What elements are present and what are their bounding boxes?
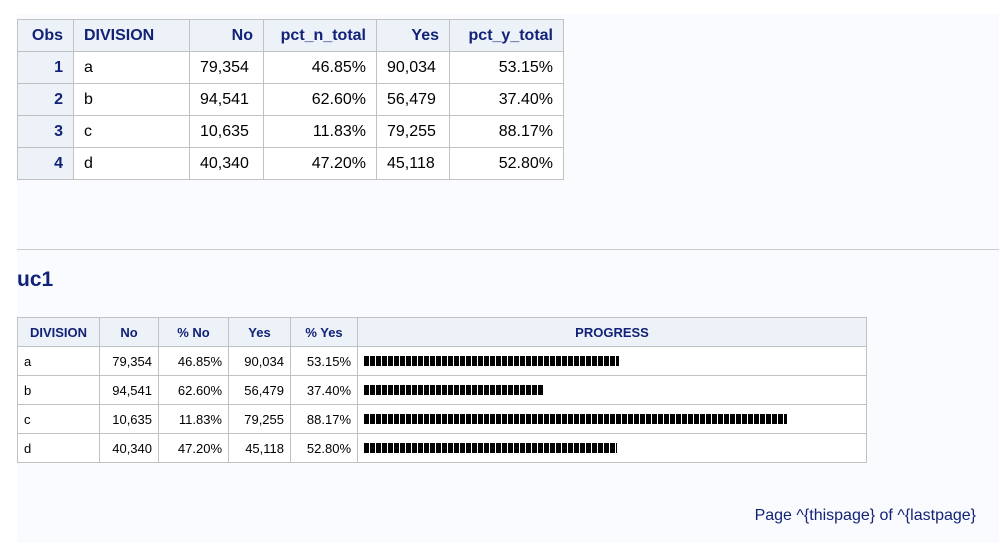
col-header-yes: Yes (228, 317, 291, 347)
col-header-obs: Obs (17, 19, 74, 52)
progress-bar (364, 414, 787, 424)
col-header-no: No (189, 19, 264, 52)
col-header-progress: PROGRESS (357, 317, 867, 347)
cell-yes: 45,118 (376, 147, 450, 180)
cell-pct-no: 62.60% (158, 375, 229, 405)
table-row: b 94,541 62.60% 56,479 37.40% (17, 375, 867, 405)
col-header-pct-n-total: pct_n_total (263, 19, 377, 52)
table-row: 2 b 94,541 62.60% 56,479 37.40% (17, 83, 564, 116)
progress-bar-track (364, 414, 844, 424)
table-row: 3 c 10,635 11.83% 79,255 88.17% (17, 115, 564, 148)
cell-pct-yes: 53.15% (290, 346, 358, 376)
cell-pct-n-total: 11.83% (263, 115, 377, 148)
cell-pct-y-total: 37.40% (449, 83, 564, 116)
progress-table: DIVISION No % No Yes % Yes PROGRESS a 79… (17, 317, 867, 463)
table-header-row: DIVISION No % No Yes % Yes PROGRESS (17, 317, 867, 347)
col-header-yes: Yes (376, 19, 450, 52)
cell-division: c (17, 404, 100, 434)
cell-pct-y-total: 88.17% (449, 115, 564, 148)
progress-bar (364, 443, 617, 453)
cell-progress (357, 433, 867, 463)
table-row: 4 d 40,340 47.20% 45,118 52.80% (17, 147, 564, 180)
progress-bar (364, 385, 544, 395)
cell-no: 40,340 (189, 147, 264, 180)
obs-table: Obs DIVISION No pct_n_total Yes pct_y_to… (17, 19, 564, 180)
progress-bar-track (364, 356, 844, 366)
cell-yes: 79,255 (228, 404, 291, 434)
cell-pct-no: 47.20% (158, 433, 229, 463)
cell-division: a (73, 51, 190, 84)
cell-pct-no: 46.85% (158, 346, 229, 376)
cell-progress (357, 404, 867, 434)
cell-no: 40,340 (99, 433, 159, 463)
cell-pct-yes: 37.40% (290, 375, 358, 405)
report-title: uc1 (17, 268, 54, 291)
col-header-pct-y-total: pct_y_total (449, 19, 564, 52)
cell-progress (357, 346, 867, 376)
cell-no: 94,541 (189, 83, 264, 116)
col-header-pct-yes: % Yes (290, 317, 358, 347)
table-row: a 79,354 46.85% 90,034 53.15% (17, 346, 867, 376)
table-row: c 10,635 11.83% 79,255 88.17% (17, 404, 867, 434)
cell-obs: 1 (17, 51, 74, 84)
cell-pct-no: 11.83% (158, 404, 229, 434)
cell-division: b (17, 375, 100, 405)
cell-pct-yes: 52.80% (290, 433, 358, 463)
cell-no: 79,354 (189, 51, 264, 84)
table-row: d 40,340 47.20% 45,118 52.80% (17, 433, 867, 463)
cell-no: 10,635 (99, 404, 159, 434)
page-footer: Page ^{thispage} of ^{lastpage} (754, 507, 976, 524)
cell-pct-n-total: 47.20% (263, 147, 377, 180)
cell-obs: 2 (17, 83, 74, 116)
col-header-pct-no: % No (158, 317, 229, 347)
cell-progress (357, 375, 867, 405)
progress-bar (364, 356, 619, 366)
table-row: 1 a 79,354 46.85% 90,034 53.15% (17, 51, 564, 84)
cell-pct-n-total: 46.85% (263, 51, 377, 84)
cell-yes: 90,034 (228, 346, 291, 376)
cell-obs: 3 (17, 115, 74, 148)
col-header-division: DIVISION (73, 19, 190, 52)
cell-yes: 56,479 (376, 83, 450, 116)
cell-obs: 4 (17, 147, 74, 180)
cell-yes: 56,479 (228, 375, 291, 405)
cell-pct-n-total: 62.60% (263, 83, 377, 116)
section-divider (17, 249, 999, 250)
cell-division: a (17, 346, 100, 376)
cell-division: d (17, 433, 100, 463)
progress-bar-track (364, 443, 844, 453)
cell-no: 79,354 (99, 346, 159, 376)
cell-no: 94,541 (99, 375, 159, 405)
cell-pct-y-total: 53.15% (449, 51, 564, 84)
col-header-no: No (99, 317, 159, 347)
cell-yes: 90,034 (376, 51, 450, 84)
cell-division: b (73, 83, 190, 116)
table-header-row: Obs DIVISION No pct_n_total Yes pct_y_to… (17, 19, 564, 52)
cell-pct-yes: 88.17% (290, 404, 358, 434)
cell-no: 10,635 (189, 115, 264, 148)
cell-yes: 79,255 (376, 115, 450, 148)
col-header-division: DIVISION (17, 317, 100, 347)
cell-division: c (73, 115, 190, 148)
cell-yes: 45,118 (228, 433, 291, 463)
cell-division: d (73, 147, 190, 180)
progress-bar-track (364, 385, 844, 395)
cell-pct-y-total: 52.80% (449, 147, 564, 180)
